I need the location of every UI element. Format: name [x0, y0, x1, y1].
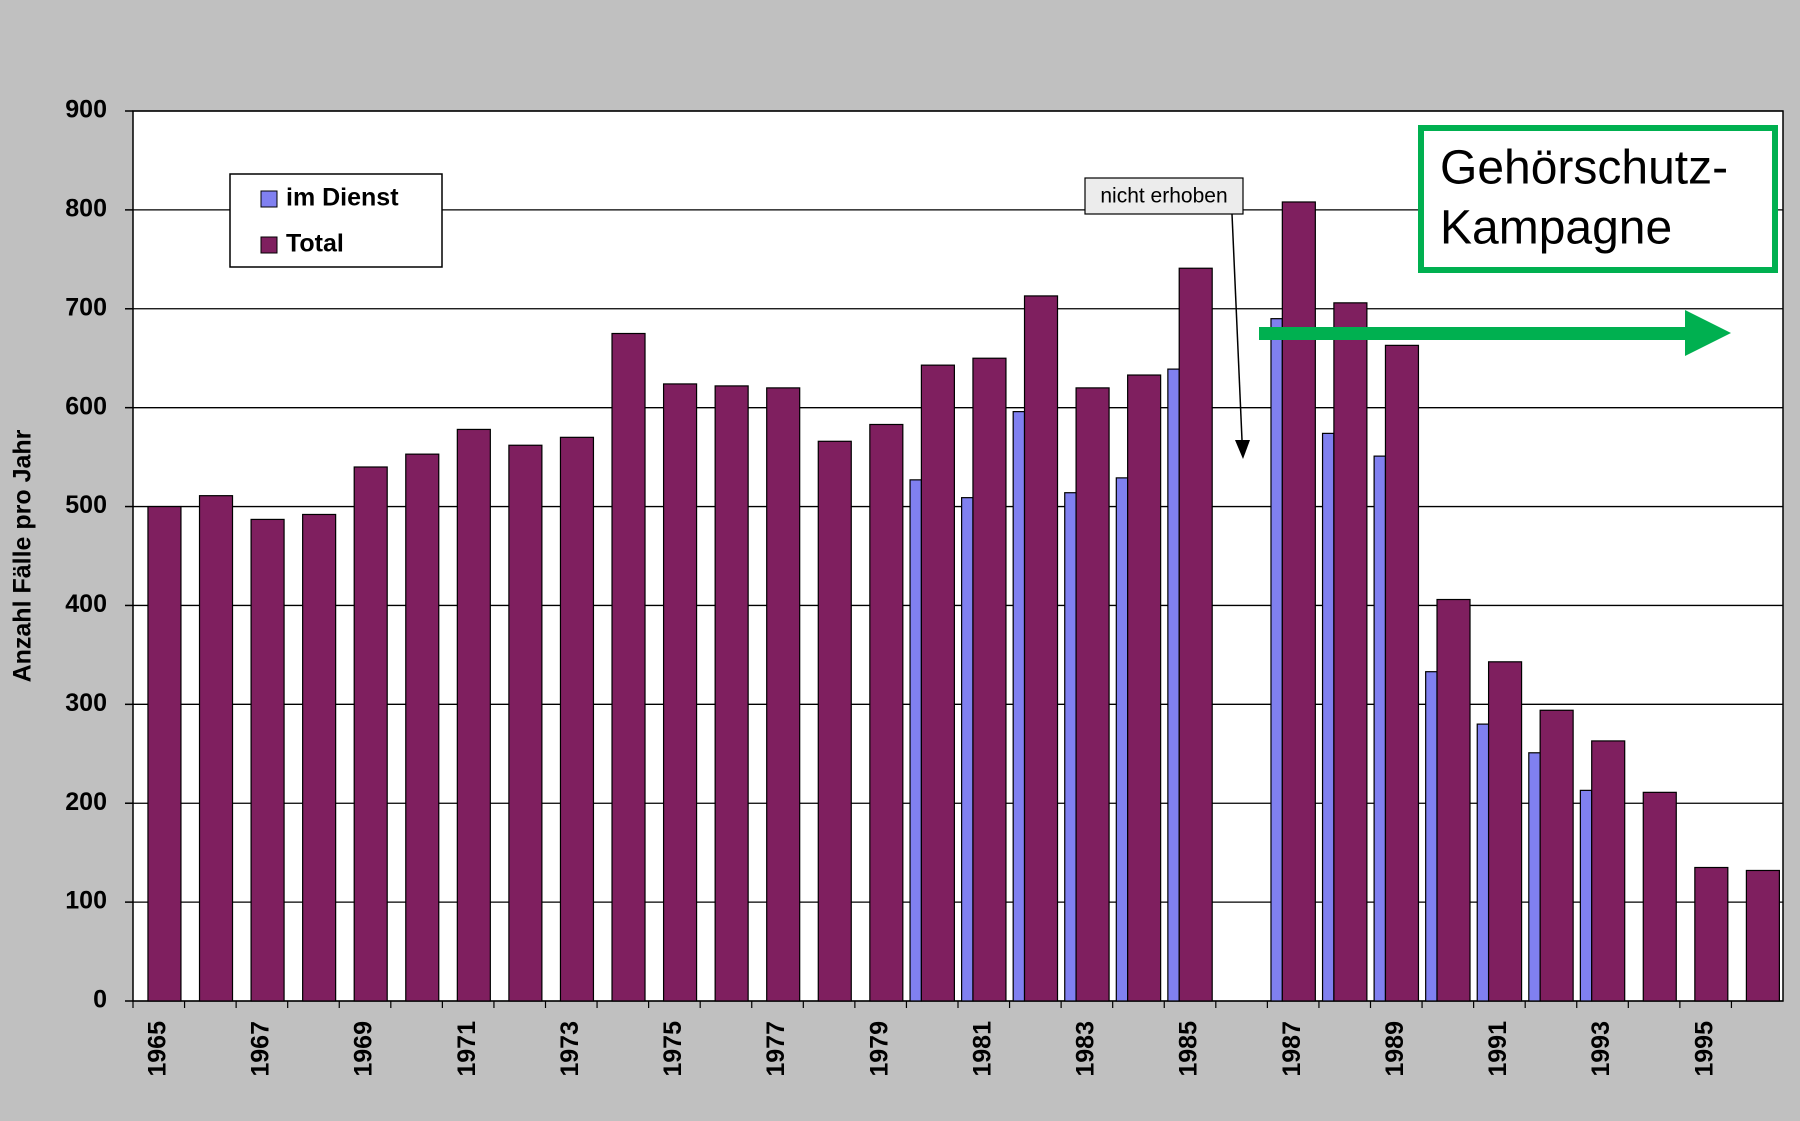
- x-tick-label: 1965: [143, 1021, 171, 1077]
- x-tick-label: 1967: [247, 1021, 275, 1077]
- x-tick-label: 1989: [1381, 1021, 1409, 1077]
- bar: [1591, 740, 1626, 1002]
- bar: [1745, 869, 1780, 1002]
- bar: [1075, 387, 1110, 1002]
- bar: [1487, 661, 1523, 1002]
- y-tick-label: 300: [65, 689, 107, 717]
- campaign-text: Gehörschutz-: [1440, 142, 1728, 195]
- bar: [456, 428, 491, 1002]
- bar: [766, 387, 801, 1002]
- bar: [405, 453, 440, 1002]
- y-tick-label: 800: [65, 194, 107, 222]
- x-tick-label: 1973: [556, 1021, 584, 1077]
- x-tick-label: 1971: [453, 1021, 481, 1077]
- bar: [1425, 671, 1438, 1002]
- bar: [1127, 374, 1162, 1002]
- bar: [1333, 302, 1368, 1002]
- bar: [611, 332, 646, 1002]
- campaign-arrow-head: [1685, 310, 1731, 356]
- bar: [250, 518, 285, 1002]
- x-tick-label: 1987: [1278, 1021, 1306, 1077]
- campaign-text: Kampagne: [1440, 202, 1672, 255]
- bar: [909, 479, 922, 1002]
- x-tick-label: 1993: [1587, 1021, 1615, 1077]
- bar: [869, 423, 904, 1002]
- bar: [559, 436, 595, 1002]
- annotation: nicht erhoben: [1100, 185, 1227, 208]
- bar: [1115, 477, 1129, 1002]
- bar: [1539, 709, 1574, 1002]
- bar: [1694, 866, 1729, 1002]
- x-tick-label: 1985: [1175, 1021, 1203, 1077]
- arrow-head: [1235, 440, 1250, 459]
- bar: [198, 495, 234, 1002]
- y-tick-label: 700: [65, 293, 107, 321]
- annotation-arrow: [1231, 213, 1243, 441]
- y-tick-label: 900: [65, 96, 107, 124]
- x-tick-label: 1995: [1690, 1021, 1718, 1077]
- y-axis-label: Anzahl Fälle pro Jahr: [9, 429, 37, 682]
- bar: [1321, 432, 1335, 1002]
- x-tick-label: 1981: [968, 1021, 996, 1077]
- legend-swatch: [260, 236, 278, 254]
- x-tick-label: 1975: [659, 1021, 687, 1077]
- bar: [1064, 492, 1077, 1002]
- bar: [961, 497, 974, 1002]
- bar: [1579, 789, 1593, 1002]
- bar: [353, 466, 388, 1002]
- bar: [920, 364, 955, 1002]
- legend: im Dienst Total: [260, 184, 399, 258]
- y-tick-label: 500: [65, 491, 107, 519]
- bar: [1528, 752, 1541, 1002]
- campaign-box: [1418, 125, 1778, 273]
- legend-label: im Dienst: [286, 184, 399, 212]
- bar: [817, 440, 852, 1002]
- y-tick-label: 200: [65, 788, 107, 816]
- x-tick-label: 1977: [762, 1021, 790, 1077]
- legend-swatch: [260, 190, 278, 208]
- bar: [1178, 267, 1213, 1002]
- bar: [1023, 295, 1059, 1002]
- labels: 0 100 200 300 400 500 600 700 800 900 1965 1967 1969…: [65, 96, 1718, 1077]
- annotation-box: [1084, 177, 1244, 215]
- bar: [147, 505, 182, 1002]
- bar: [1281, 201, 1316, 1002]
- bar: [1642, 791, 1677, 1002]
- bar: [1012, 411, 1026, 1002]
- bar: [1373, 455, 1387, 1002]
- x-tick-label: 1969: [350, 1021, 378, 1077]
- x-tick-label: 1979: [865, 1021, 893, 1077]
- bar: [302, 513, 337, 1002]
- bar: [1270, 318, 1283, 1002]
- bar: [1436, 598, 1471, 1002]
- y-tick-label: 100: [65, 887, 107, 915]
- campaign-arrow: [1259, 327, 1689, 340]
- legend-label: Total: [286, 230, 344, 258]
- bar: [1384, 344, 1420, 1002]
- bar: [1476, 723, 1490, 1002]
- bar: [972, 357, 1007, 1002]
- x-tick-label: 1991: [1484, 1021, 1512, 1077]
- bar: [714, 385, 749, 1002]
- bar: [508, 444, 543, 1002]
- x-tick-label: 1983: [1072, 1021, 1100, 1077]
- bar: [1167, 368, 1180, 1002]
- y-tick-label: 400: [65, 590, 107, 618]
- bars: [147, 201, 1780, 1002]
- bar: [662, 383, 698, 1002]
- y-tick-label: 0: [93, 986, 107, 1014]
- y-tick-label: 600: [65, 392, 107, 420]
